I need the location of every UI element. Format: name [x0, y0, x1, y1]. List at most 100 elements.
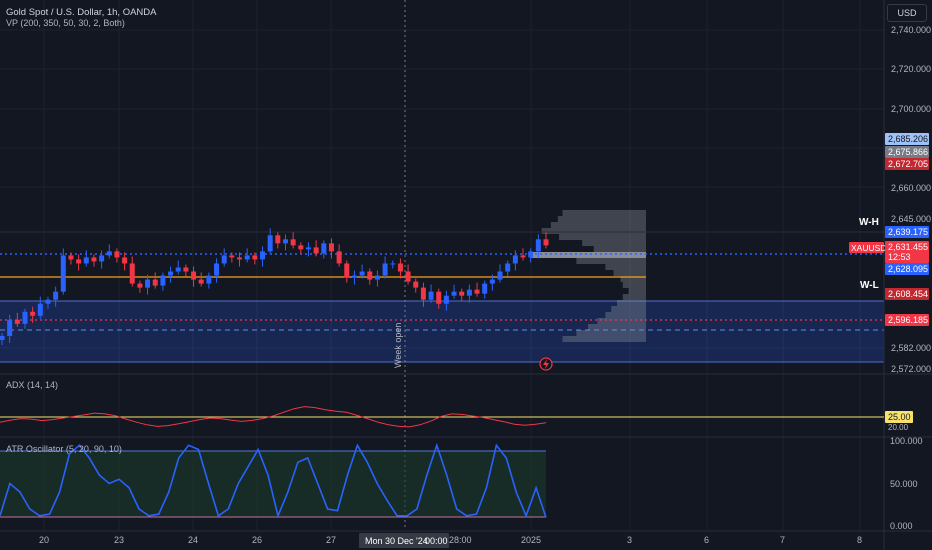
candle-body — [520, 255, 526, 258]
candle-body — [275, 235, 281, 244]
candle-body — [175, 267, 181, 272]
candle-body — [168, 271, 174, 276]
price-tag-grey: 2,675.866 — [888, 147, 928, 157]
candle-body — [152, 279, 158, 286]
candle-body — [282, 239, 288, 244]
volume-profile-bar — [622, 294, 646, 300]
candle-body — [237, 257, 243, 260]
demand-zone — [0, 301, 884, 362]
time-label-3: 3 — [627, 535, 632, 545]
candle-body — [260, 251, 266, 260]
candle-body — [183, 267, 189, 272]
grid-lines — [0, 0, 884, 530]
candle-body — [482, 283, 488, 294]
candle-body — [244, 255, 250, 260]
candle-body — [145, 279, 151, 288]
adx-legend[interactable]: ADX (14, 14) — [6, 380, 59, 390]
candle-body — [305, 247, 311, 250]
candle-body — [466, 289, 472, 296]
candle-body — [336, 251, 342, 264]
price-tag-dashed-red: 2,596.185 — [888, 315, 928, 325]
volume-profile-bar — [541, 228, 646, 234]
candle-body — [474, 289, 480, 294]
price-tick-2660: 2,660.000 — [891, 183, 931, 193]
candle-body — [397, 263, 403, 272]
time-label-27: 27 — [326, 535, 336, 545]
candle-body — [390, 263, 396, 265]
price-tick-2740: 2,740.000 — [891, 25, 931, 35]
candle-body — [535, 239, 541, 252]
week-high-label: W-H — [859, 217, 879, 228]
price-tick-2645: 2,645.000 — [891, 214, 931, 224]
price-tick-2720: 2,720.000 — [891, 64, 931, 74]
candle-body — [83, 257, 89, 264]
candle-body — [489, 279, 495, 284]
volume-profile-bar — [582, 240, 646, 246]
candle-body — [451, 291, 457, 296]
candle-body — [351, 275, 357, 278]
candle-body — [160, 275, 166, 286]
time-label-2025: 2025 — [521, 535, 541, 545]
volume-profile-bar — [605, 312, 646, 318]
currency-button[interactable]: USD — [887, 4, 927, 22]
candle-body — [382, 263, 388, 276]
alert-icon[interactable] — [539, 357, 553, 371]
candle-body — [99, 255, 105, 262]
volume-profile-bar — [576, 258, 646, 264]
candle-body — [198, 279, 204, 284]
volume-profile-bar — [562, 336, 646, 342]
atr-line — [0, 442, 547, 519]
atr-tick-100: 100.000 — [890, 436, 923, 446]
candle-body — [91, 257, 97, 262]
volume-profile-legend[interactable]: VP (200, 350, 50, 30, 2, Both) — [6, 18, 125, 28]
candle-body — [206, 275, 212, 284]
candle-body — [114, 251, 120, 258]
volume-profile-bar — [613, 270, 646, 276]
candle-body — [7, 319, 13, 336]
candle-body — [252, 255, 258, 260]
candle-body — [0, 335, 5, 340]
candle-body — [229, 255, 235, 258]
candle-body — [129, 263, 135, 284]
price-tick-2572: 2,572.000 — [891, 364, 931, 374]
volume-profile-bar — [557, 216, 646, 222]
volume-profile-bar — [611, 306, 646, 312]
price-tag-red-top: 2,672.705 — [888, 159, 928, 169]
volume-profile-bar — [593, 246, 646, 252]
candle-body — [543, 239, 549, 246]
time-label-7: 7 — [780, 535, 785, 545]
candle-body — [290, 239, 296, 246]
volume-profile-bar — [597, 318, 646, 324]
candle-body — [191, 271, 197, 280]
candle-body — [497, 271, 503, 280]
symbol-tag: XAUUSD — [851, 243, 886, 253]
candle-body — [505, 263, 511, 272]
candle-body — [428, 291, 434, 300]
candle-body — [512, 255, 518, 264]
candle-body — [214, 263, 220, 276]
atr-legend[interactable]: ATR Oscillator (5, 20, 90, 10) — [6, 444, 122, 454]
week-low-label: W-L — [860, 280, 879, 291]
candle-body — [60, 255, 66, 292]
bar-countdown: 12:53 — [888, 252, 911, 262]
candle-body — [45, 299, 51, 304]
candle-body — [328, 243, 334, 252]
candle-body — [443, 295, 449, 304]
candle-body — [313, 247, 319, 254]
volume-profile-bar — [622, 282, 646, 288]
atr-band-fill — [0, 451, 546, 517]
time-label-8: 8 — [857, 535, 862, 545]
candle-body — [221, 255, 227, 264]
candle-body — [367, 271, 373, 280]
chart-title[interactable]: Gold Spot / U.S. Dollar, 1h, OANDA — [6, 7, 157, 18]
candle-body — [405, 271, 411, 282]
volume-profile-bar — [628, 288, 646, 294]
candle-body — [374, 275, 380, 280]
price-tag-week-high: 2,639.175 — [888, 227, 928, 237]
candle-body — [22, 311, 28, 324]
volume-profile — [530, 210, 646, 342]
week-open-label: Week open — [393, 323, 403, 368]
candlestick-series — [0, 228, 549, 345]
volume-profile-bar — [605, 264, 646, 270]
